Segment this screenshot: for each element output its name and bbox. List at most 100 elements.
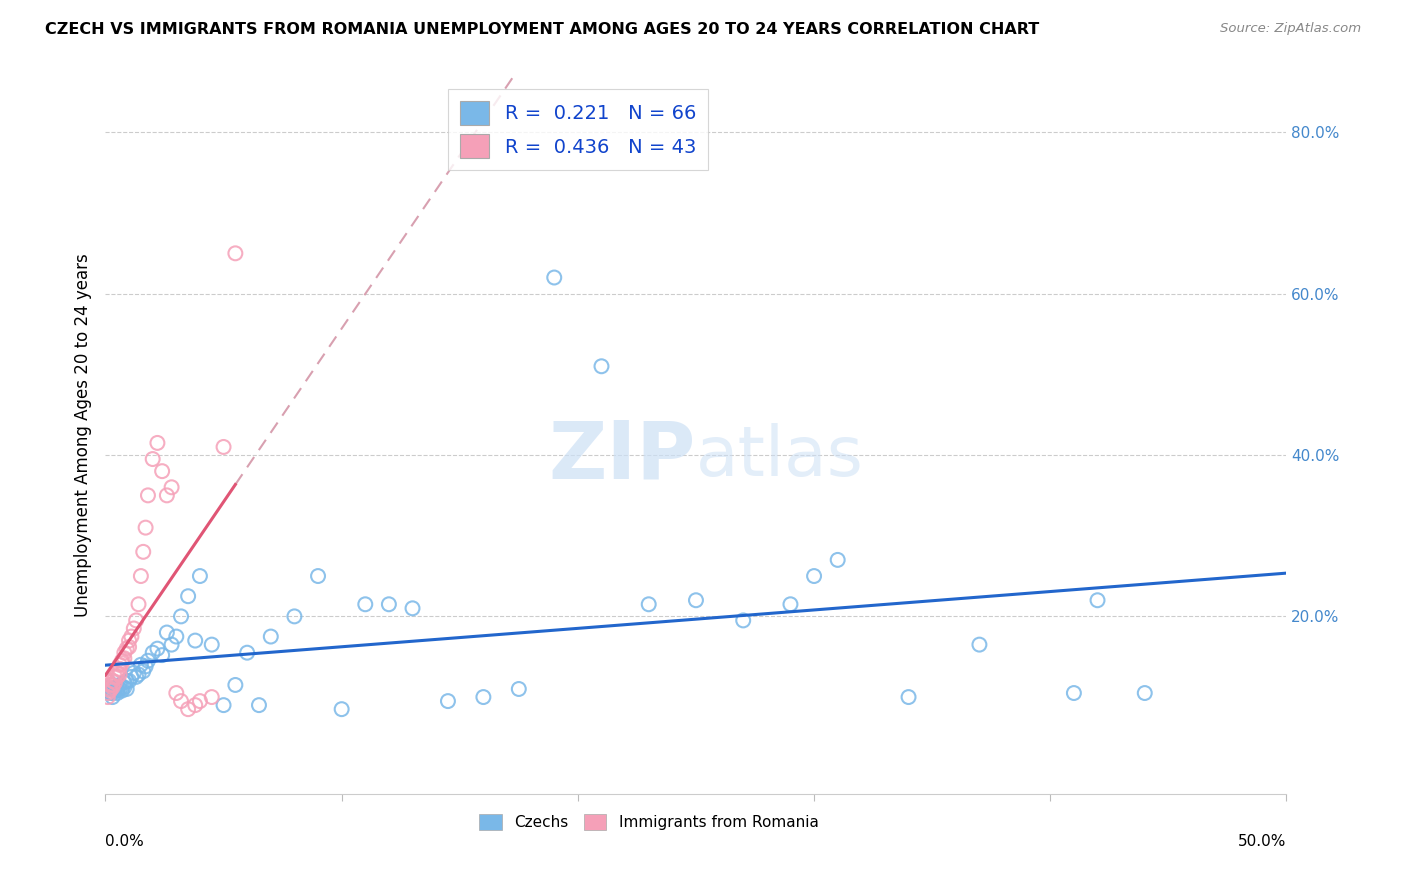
Point: [118, 633, 141, 648]
Point: [201, 690, 224, 704]
Point: [101, 678, 124, 692]
Point: [224, 246, 246, 260]
Point: [118, 673, 141, 688]
Point: [101, 678, 124, 692]
Point: [97, 690, 120, 704]
Point: [128, 597, 150, 611]
Point: [115, 673, 138, 688]
Point: [543, 270, 565, 285]
Point: [120, 670, 142, 684]
Point: [132, 545, 155, 559]
Text: CZECH VS IMMIGRANTS FROM ROMANIA UNEMPLOYMENT AMONG AGES 20 TO 24 YEARS CORRELAT: CZECH VS IMMIGRANTS FROM ROMANIA UNEMPLO…: [45, 22, 1039, 37]
Point: [111, 683, 134, 698]
Legend: Czechs, Immigrants from Romania: Czechs, Immigrants from Romania: [472, 808, 825, 837]
Point: [247, 698, 270, 713]
Point: [170, 694, 193, 708]
Point: [142, 452, 165, 467]
Point: [104, 670, 127, 684]
Point: [224, 678, 246, 692]
Point: [685, 593, 707, 607]
Point: [330, 702, 353, 716]
Point: [105, 670, 128, 684]
Point: [122, 622, 145, 636]
Point: [136, 654, 159, 668]
Point: [135, 521, 157, 535]
Point: [128, 667, 150, 681]
Point: [733, 614, 755, 628]
Text: 0.0%: 0.0%: [105, 834, 145, 849]
Point: [105, 683, 128, 698]
Text: atlas: atlas: [696, 423, 863, 490]
Point: [101, 686, 124, 700]
Point: [112, 675, 135, 690]
Point: [142, 646, 165, 660]
Point: [136, 488, 159, 502]
Point: [108, 662, 131, 676]
Point: [1063, 686, 1085, 700]
Point: [98, 678, 121, 692]
Point: [779, 597, 801, 611]
Point: [108, 657, 131, 672]
Y-axis label: Unemployment Among Ages 20 to 24 years: Unemployment Among Ages 20 to 24 years: [73, 253, 91, 616]
Point: [591, 359, 613, 374]
Point: [212, 698, 235, 713]
Point: [125, 670, 148, 684]
Point: [105, 686, 128, 700]
Point: [125, 614, 148, 628]
Point: [307, 569, 329, 583]
Point: [150, 464, 173, 478]
Point: [1087, 593, 1109, 607]
Point: [165, 686, 187, 700]
Point: [111, 654, 134, 668]
Point: [160, 480, 183, 494]
Point: [201, 638, 224, 652]
Point: [188, 694, 211, 708]
Point: [260, 630, 283, 644]
Text: ZIP: ZIP: [548, 417, 696, 495]
Point: [120, 630, 142, 644]
Point: [283, 609, 305, 624]
Point: [98, 681, 121, 696]
Point: [104, 683, 127, 698]
Point: [112, 681, 135, 695]
Point: [184, 698, 207, 713]
Point: [146, 641, 169, 656]
Point: [101, 673, 124, 688]
Point: [165, 630, 187, 644]
Point: [177, 702, 200, 716]
Text: 50.0%: 50.0%: [1239, 834, 1286, 849]
Point: [104, 675, 127, 690]
Point: [108, 667, 131, 681]
Point: [156, 488, 179, 502]
Point: [112, 646, 135, 660]
Point: [108, 678, 131, 692]
Point: [378, 597, 401, 611]
Point: [112, 651, 135, 665]
Point: [115, 641, 138, 656]
Point: [437, 694, 460, 708]
Point: [156, 625, 179, 640]
Point: [97, 686, 120, 700]
Point: [897, 690, 920, 704]
Point: [472, 690, 495, 704]
Point: [188, 569, 211, 583]
Point: [150, 648, 173, 662]
Point: [97, 673, 120, 688]
Point: [508, 681, 530, 696]
Point: [129, 657, 152, 672]
Point: [98, 686, 121, 700]
Point: [177, 589, 200, 603]
Point: [637, 597, 659, 611]
Point: [101, 690, 124, 704]
Point: [827, 553, 849, 567]
Point: [104, 681, 127, 695]
Point: [184, 633, 207, 648]
Point: [111, 681, 134, 695]
Point: [105, 665, 128, 680]
Point: [98, 683, 121, 698]
Point: [146, 436, 169, 450]
Point: [108, 681, 131, 696]
Point: [101, 681, 124, 695]
Point: [212, 440, 235, 454]
Point: [118, 640, 141, 654]
